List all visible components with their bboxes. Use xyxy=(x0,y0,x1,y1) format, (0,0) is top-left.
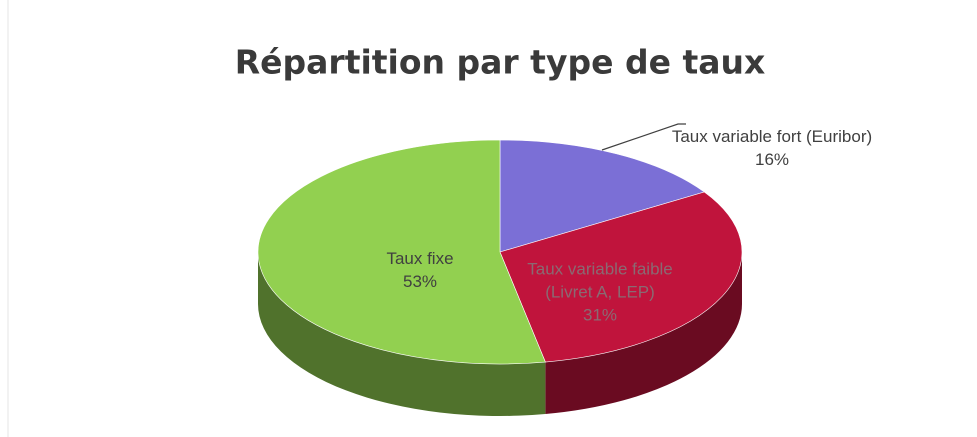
pie-side xyxy=(258,252,546,417)
leader-line xyxy=(601,123,686,151)
pie-slice xyxy=(499,191,743,363)
category-name: Taux variable faible (Livret A, LEP) xyxy=(527,259,673,302)
slice-label: Taux fixe 53% xyxy=(345,247,495,293)
slice-label: Taux variable faible (Livret A, LEP) 31% xyxy=(525,258,675,327)
value-label: 53% xyxy=(402,272,438,291)
value-label: 16% xyxy=(754,150,790,169)
pie-slice xyxy=(499,139,705,253)
chart-title: Répartition par type de taux xyxy=(235,43,766,82)
category-name: Taux variable fort (Euribor) xyxy=(671,127,873,146)
category-name: Taux fixe xyxy=(386,249,454,268)
pie-slice xyxy=(257,139,546,365)
value-label: 31% xyxy=(582,305,618,325)
slice-label: Taux variable fort (Euribor) 16% xyxy=(662,125,882,171)
pie-side xyxy=(545,252,742,415)
